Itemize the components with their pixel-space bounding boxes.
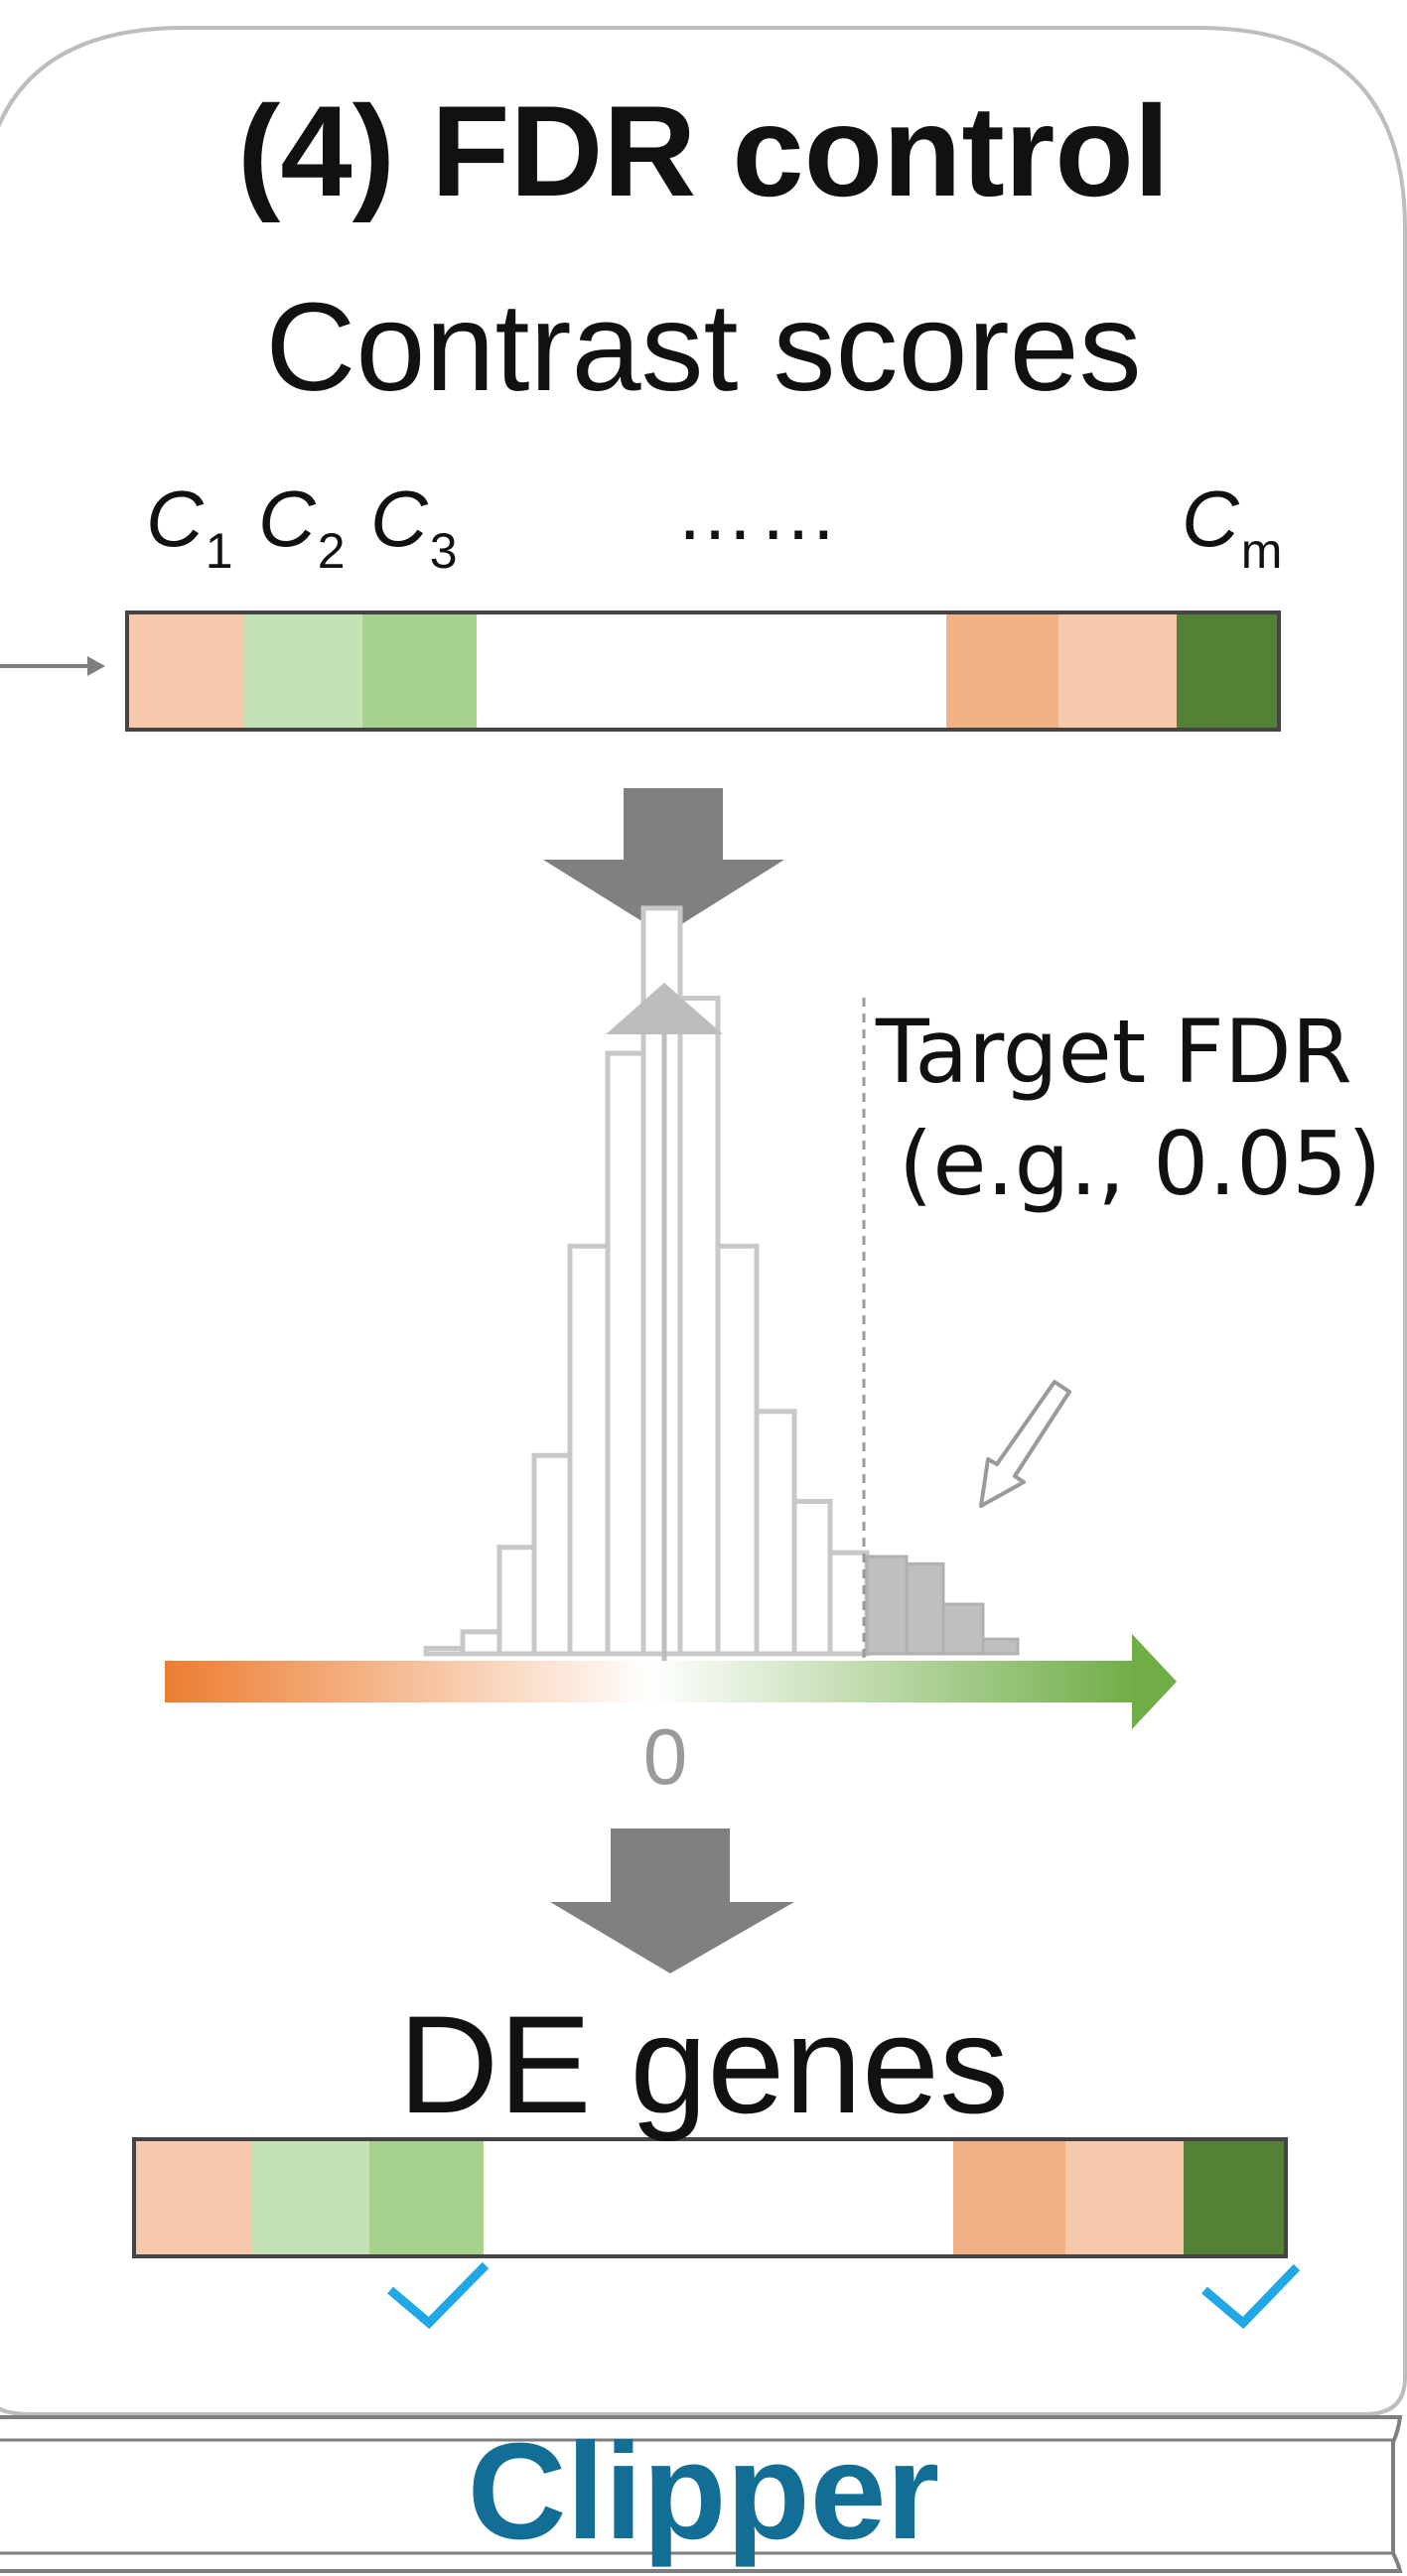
histogram-bar [423,1645,466,1657]
checkmark-icon [387,2261,490,2330]
score-label-c3: C3 [370,475,458,579]
histogram-bar [715,1243,760,1657]
score-label-c2: C2 [258,475,346,579]
contrast-scores-heading: Contrast scores [265,277,1142,417]
de-genes-heading: DE genes [398,1986,1009,2142]
histogram-tail-bar [905,1561,945,1656]
de-strip-cell-6 [1065,2139,1184,2256]
down-arrow-icon [543,788,784,935]
histogram-bar [531,1452,573,1657]
score-strip-cell-3 [362,612,477,730]
histogram-bar [791,1498,833,1657]
ellipsis: …… [675,468,842,556]
score-strip-cell-2 [244,612,362,730]
tail-pointer-arrow [979,1380,1071,1508]
de-strip-cell-7 [1184,2139,1286,2256]
score-label-c1: C1 [146,475,233,579]
de-gene-strip [132,2137,1288,2258]
contrast-score-strip [125,610,1281,732]
histogram-bar [754,1409,797,1657]
score-strip-cell-7 [1177,612,1279,730]
target-fdr-label: Target FDR [876,1001,1352,1103]
de-strip-cell-4 [484,2139,953,2256]
score-strip-cell-6 [1058,612,1177,730]
histogram-bar [605,1050,646,1657]
histogram-tail-bar [865,1555,909,1656]
checkmark-icon-2 [1201,2263,1301,2330]
histogram-bar [460,1629,502,1657]
de-strip-cell-5 [953,2139,1065,2256]
histogram-bar [677,996,721,1657]
score-strip-cell-4 [477,612,946,730]
histogram-tail-bar [981,1637,1020,1656]
histogram-bar [496,1545,537,1657]
score-label-cm: Cm [1182,475,1283,579]
target-fdr-example: (e.g., 0.05) [899,1113,1382,1215]
incoming-arrow [0,656,105,676]
de-strip-cell-3 [369,2139,484,2256]
score-axis [165,1634,1177,1729]
score-strip-cell-5 [946,612,1058,730]
panel-border [0,26,1407,2416]
zero-up-arrow [606,983,723,1693]
de-strip-cell-1 [134,2139,251,2256]
panel-title: (4) FDR control [237,78,1170,223]
histogram-bar [827,1550,870,1657]
histogram-bar [567,1243,611,1657]
clipper-label: Clipper [467,2415,940,2568]
down-arrow-icon-2 [550,1829,794,1973]
zero-label: 0 [642,1712,688,1801]
histogram-tail-bar [941,1602,985,1656]
de-strip-cell-2 [251,2139,369,2256]
score-strip-cell-1 [127,612,244,730]
